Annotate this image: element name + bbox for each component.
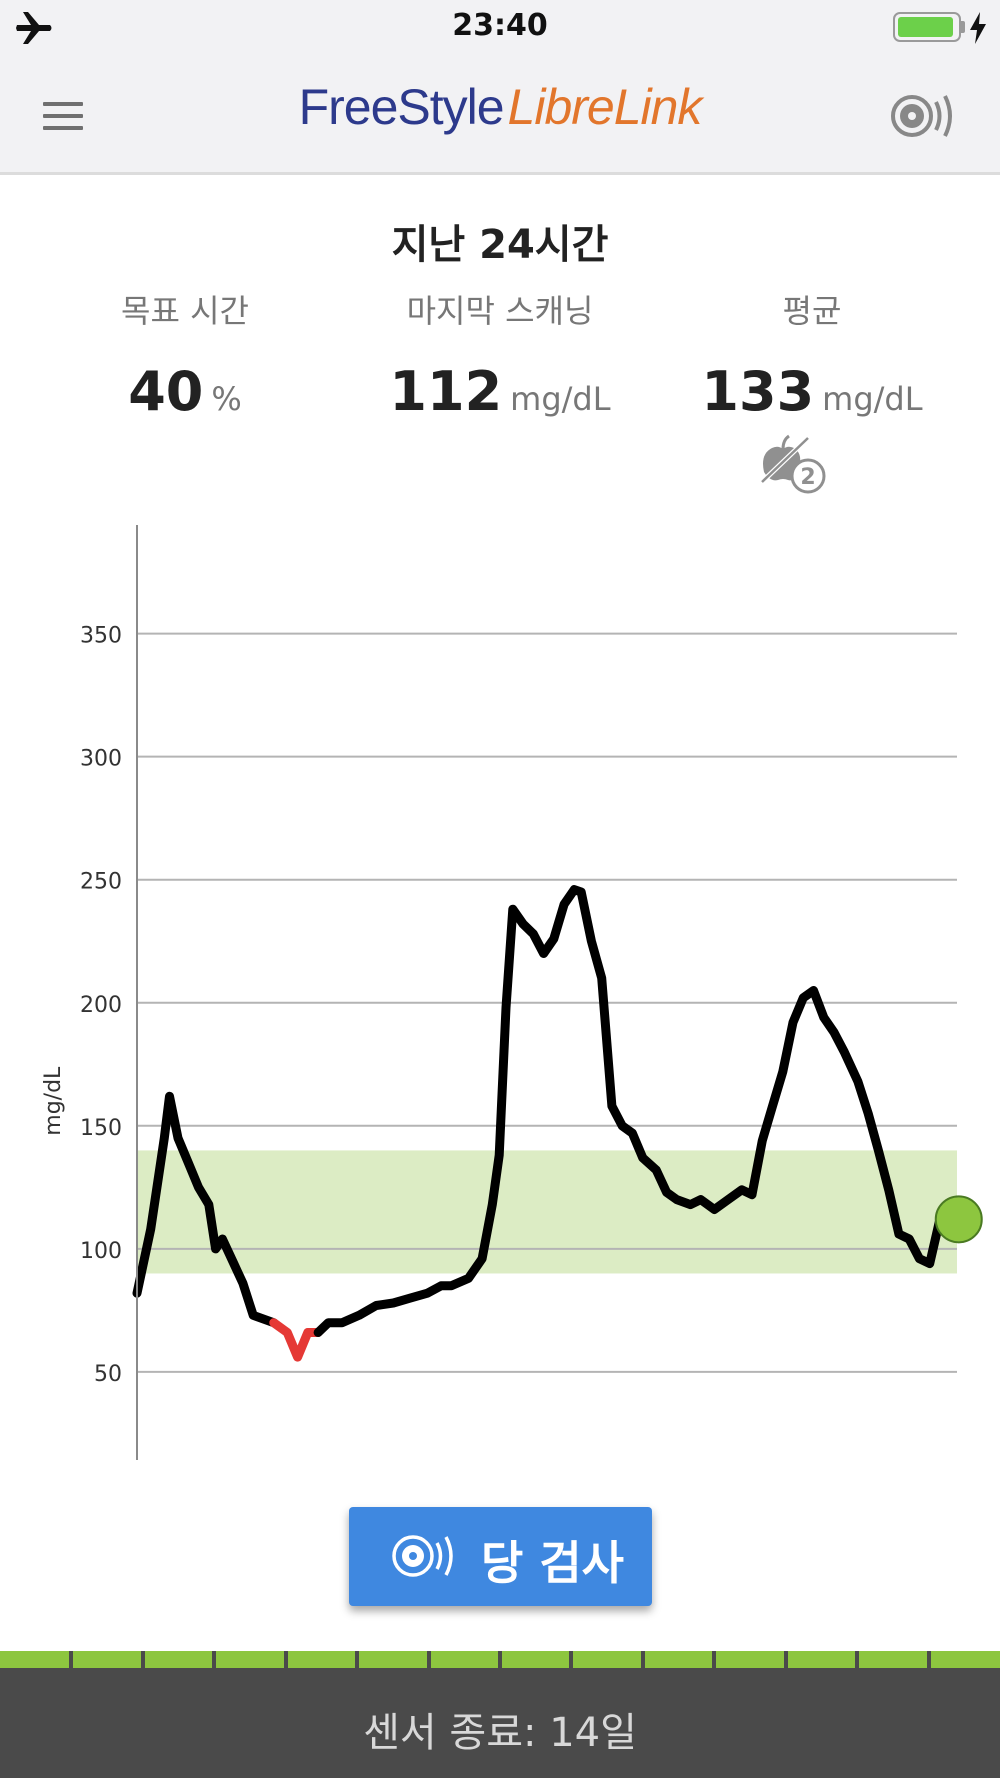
target-range-band	[137, 1150, 957, 1274]
sensor-life-day-divider	[569, 1651, 573, 1668]
sensor-life-day-divider	[69, 1651, 73, 1668]
logo-part-librelink: LibreLink	[507, 79, 703, 135]
glucose-chart: 50100150200250300350mg/dL00:0003:0006:00…	[41, 525, 983, 1460]
sensor-life-day-divider	[927, 1651, 931, 1668]
stat-average: 평균 133 mg/dL	[652, 286, 972, 423]
stat-label: 목표 시간	[121, 292, 249, 330]
sensor-status-footer: 센서 종료: 14일	[0, 1668, 1000, 1778]
y-tick-label: 350	[80, 624, 122, 649]
y-axis-label: mg/dL	[41, 1066, 66, 1136]
glucose-line	[313, 885, 952, 1337]
sensor-life-progress	[0, 1651, 1000, 1668]
y-tick-label: 50	[94, 1362, 122, 1387]
stat-value: 40	[128, 360, 204, 423]
glucose-line	[132, 1091, 279, 1328]
sensor-life-day-divider	[855, 1651, 859, 1668]
sensor-life-day-divider	[427, 1651, 431, 1668]
stat-unit: mg/dL	[510, 380, 611, 418]
sensor-life-day-divider	[641, 1651, 645, 1668]
stat-label: 평균	[782, 292, 842, 330]
charging-bolt-icon	[970, 12, 986, 44]
sensor-scan-icon[interactable]	[886, 86, 966, 146]
battery-tip	[961, 21, 965, 33]
trend-count: 2	[800, 465, 815, 490]
sensor-life-day-divider	[284, 1651, 288, 1668]
y-tick-label: 250	[80, 870, 122, 895]
hamburger-menu-icon[interactable]	[36, 92, 90, 140]
app-logo: FreeStyleLibreLink	[0, 78, 1000, 136]
stat-label: 마지막 스캐닝	[406, 292, 594, 330]
sensor-life-day-divider	[498, 1651, 502, 1668]
sensor-life-day-divider	[784, 1651, 788, 1668]
sensor-life-day-divider	[355, 1651, 359, 1668]
stat-value: 133	[701, 360, 815, 423]
summary-title: 지난 24시간	[391, 222, 609, 268]
logo-part-freestyle: FreeStyle	[298, 79, 505, 135]
sensor-life-day-divider	[212, 1651, 216, 1668]
food-event-icon: 2	[760, 434, 826, 494]
app-header: FreeStyleLibreLink	[0, 56, 1000, 175]
stat-unit: mg/dL	[822, 380, 923, 418]
stat-last-scan: 마지막 스캐닝 112 mg/dL	[340, 286, 660, 423]
y-tick-label: 150	[80, 1116, 122, 1141]
sensor-status-text: 센서 종료: 14일	[363, 1710, 637, 1756]
check-glucose-label: 당 검사	[481, 1536, 624, 1590]
y-tick-label: 300	[80, 747, 122, 772]
sensor-life-day-divider	[141, 1651, 145, 1668]
latest-reading-marker	[934, 1195, 983, 1244]
status-time: 23:40	[452, 8, 548, 43]
stat-target-time: 목표 시간 40%	[25, 286, 345, 423]
stat-unit: %	[211, 380, 242, 418]
status-bar: 23:40	[0, 0, 1000, 56]
sensor-scan-icon	[392, 1535, 453, 1577]
airplane-mode-icon	[16, 12, 52, 44]
check-glucose-button[interactable]: 당 검사	[349, 1507, 652, 1606]
stat-value: 112	[389, 360, 503, 423]
sensor-life-day-divider	[712, 1651, 716, 1668]
battery-icon	[893, 12, 961, 42]
glucose-line-low-segment	[269, 1318, 323, 1362]
y-tick-label: 200	[80, 993, 122, 1018]
y-tick-label: 100	[80, 1239, 122, 1264]
